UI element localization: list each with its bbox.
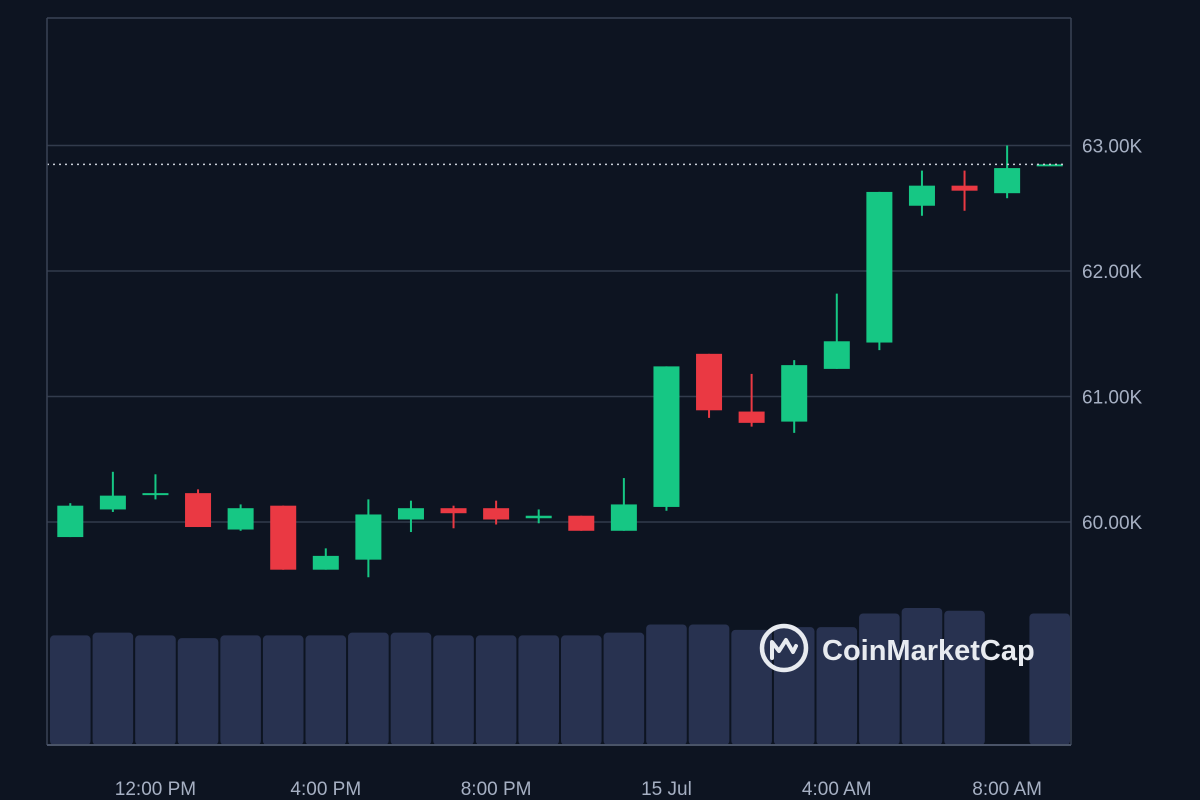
candle-body	[483, 508, 510, 520]
y-tick-label: 61.00K	[1082, 388, 1143, 409]
y-tick-label: 60.00K	[1082, 513, 1143, 534]
volume-bar	[220, 635, 261, 745]
volume-bar	[773, 627, 815, 745]
coinmarketcap-watermark: CoinMarketCap	[759, 623, 1035, 673]
candle	[866, 191, 893, 351]
candle-body	[99, 495, 126, 510]
candle	[653, 366, 680, 511]
candle-body	[397, 508, 424, 520]
candle	[355, 499, 382, 578]
x-tick-label: 8:00 AM	[972, 779, 1042, 800]
volume-bar	[348, 632, 389, 745]
candle-body	[823, 341, 850, 369]
candle	[781, 360, 808, 433]
candle	[951, 170, 978, 211]
volume-bar	[901, 608, 943, 745]
candle	[57, 503, 84, 538]
candle	[610, 478, 637, 531]
candle	[994, 145, 1021, 199]
candle	[270, 505, 297, 570]
volume-bar	[433, 635, 474, 745]
candle	[738, 373, 765, 427]
candle-body	[653, 366, 680, 507]
volume-bar	[688, 624, 730, 745]
candle-body	[738, 411, 765, 423]
volume-bar	[475, 635, 517, 745]
candle	[99, 471, 126, 512]
candle-body	[227, 508, 254, 530]
candle	[696, 353, 723, 418]
chart-frame	[46, 17, 1072, 746]
volume-bar	[816, 627, 858, 745]
candle-body	[525, 515, 552, 519]
volume-bar	[177, 638, 219, 745]
candle-body	[696, 353, 723, 411]
candle-body	[908, 185, 935, 206]
x-tick-label: 15 Jul	[641, 779, 692, 800]
candle-body	[185, 493, 212, 528]
candle	[525, 509, 552, 524]
y-tick-label: 63.00K	[1082, 137, 1143, 158]
candle	[440, 505, 467, 529]
volume-bar	[603, 632, 645, 745]
volume-bar	[944, 610, 985, 745]
candle	[1036, 164, 1063, 167]
grid-lines	[47, 144, 1071, 523]
watermark-brand-text: CoinMarketCap	[822, 635, 1035, 667]
candle-body	[355, 514, 382, 560]
candle-body	[1036, 164, 1063, 167]
candle-body	[951, 185, 978, 191]
candle	[568, 515, 595, 531]
candle	[312, 548, 339, 570]
volume-bar	[50, 635, 91, 745]
volume-bar	[731, 629, 772, 745]
volume-bar	[92, 632, 134, 745]
volume-bar	[262, 635, 304, 745]
volume-bar	[390, 632, 432, 745]
volume-bar	[305, 635, 347, 745]
x-tick-label: 4:00 PM	[290, 779, 361, 800]
volume-bar	[1029, 613, 1070, 745]
candle-body	[866, 191, 893, 343]
candles	[57, 145, 1063, 578]
y-axis-labels: 60.00K 61.00K 62.00K 63.00K	[1082, 137, 1143, 535]
candle	[142, 474, 169, 500]
candle	[397, 500, 424, 533]
x-tick-label: 8:00 PM	[461, 779, 532, 800]
candle	[483, 500, 510, 525]
candle	[185, 489, 212, 528]
candle-body	[142, 493, 169, 496]
candle	[823, 293, 850, 369]
candle-body	[270, 505, 297, 570]
coinmarketcap-logo-icon	[759, 623, 809, 673]
candle	[908, 170, 935, 216]
volume-bar	[518, 635, 559, 745]
volume-bar	[135, 635, 176, 745]
volume-bar	[859, 613, 900, 745]
candle-body	[568, 515, 595, 531]
x-axis-labels: 12:00 PM 4:00 PM 8:00 PM 15 Jul 4:00 AM 8:00 …	[115, 779, 1042, 800]
candle-body	[440, 508, 467, 514]
candle-body	[610, 504, 637, 531]
candle-body	[994, 168, 1021, 194]
y-tick-label: 62.00K	[1082, 262, 1143, 283]
volume-bar	[561, 635, 602, 745]
candle-body	[781, 365, 808, 422]
x-tick-label: 4:00 AM	[802, 779, 872, 800]
candle-body	[312, 555, 339, 570]
x-tick-label: 12:00 PM	[115, 779, 196, 800]
candle-body	[57, 505, 84, 538]
volume-bars	[50, 608, 1070, 745]
volume-bar	[646, 624, 687, 745]
candle	[227, 504, 254, 531]
